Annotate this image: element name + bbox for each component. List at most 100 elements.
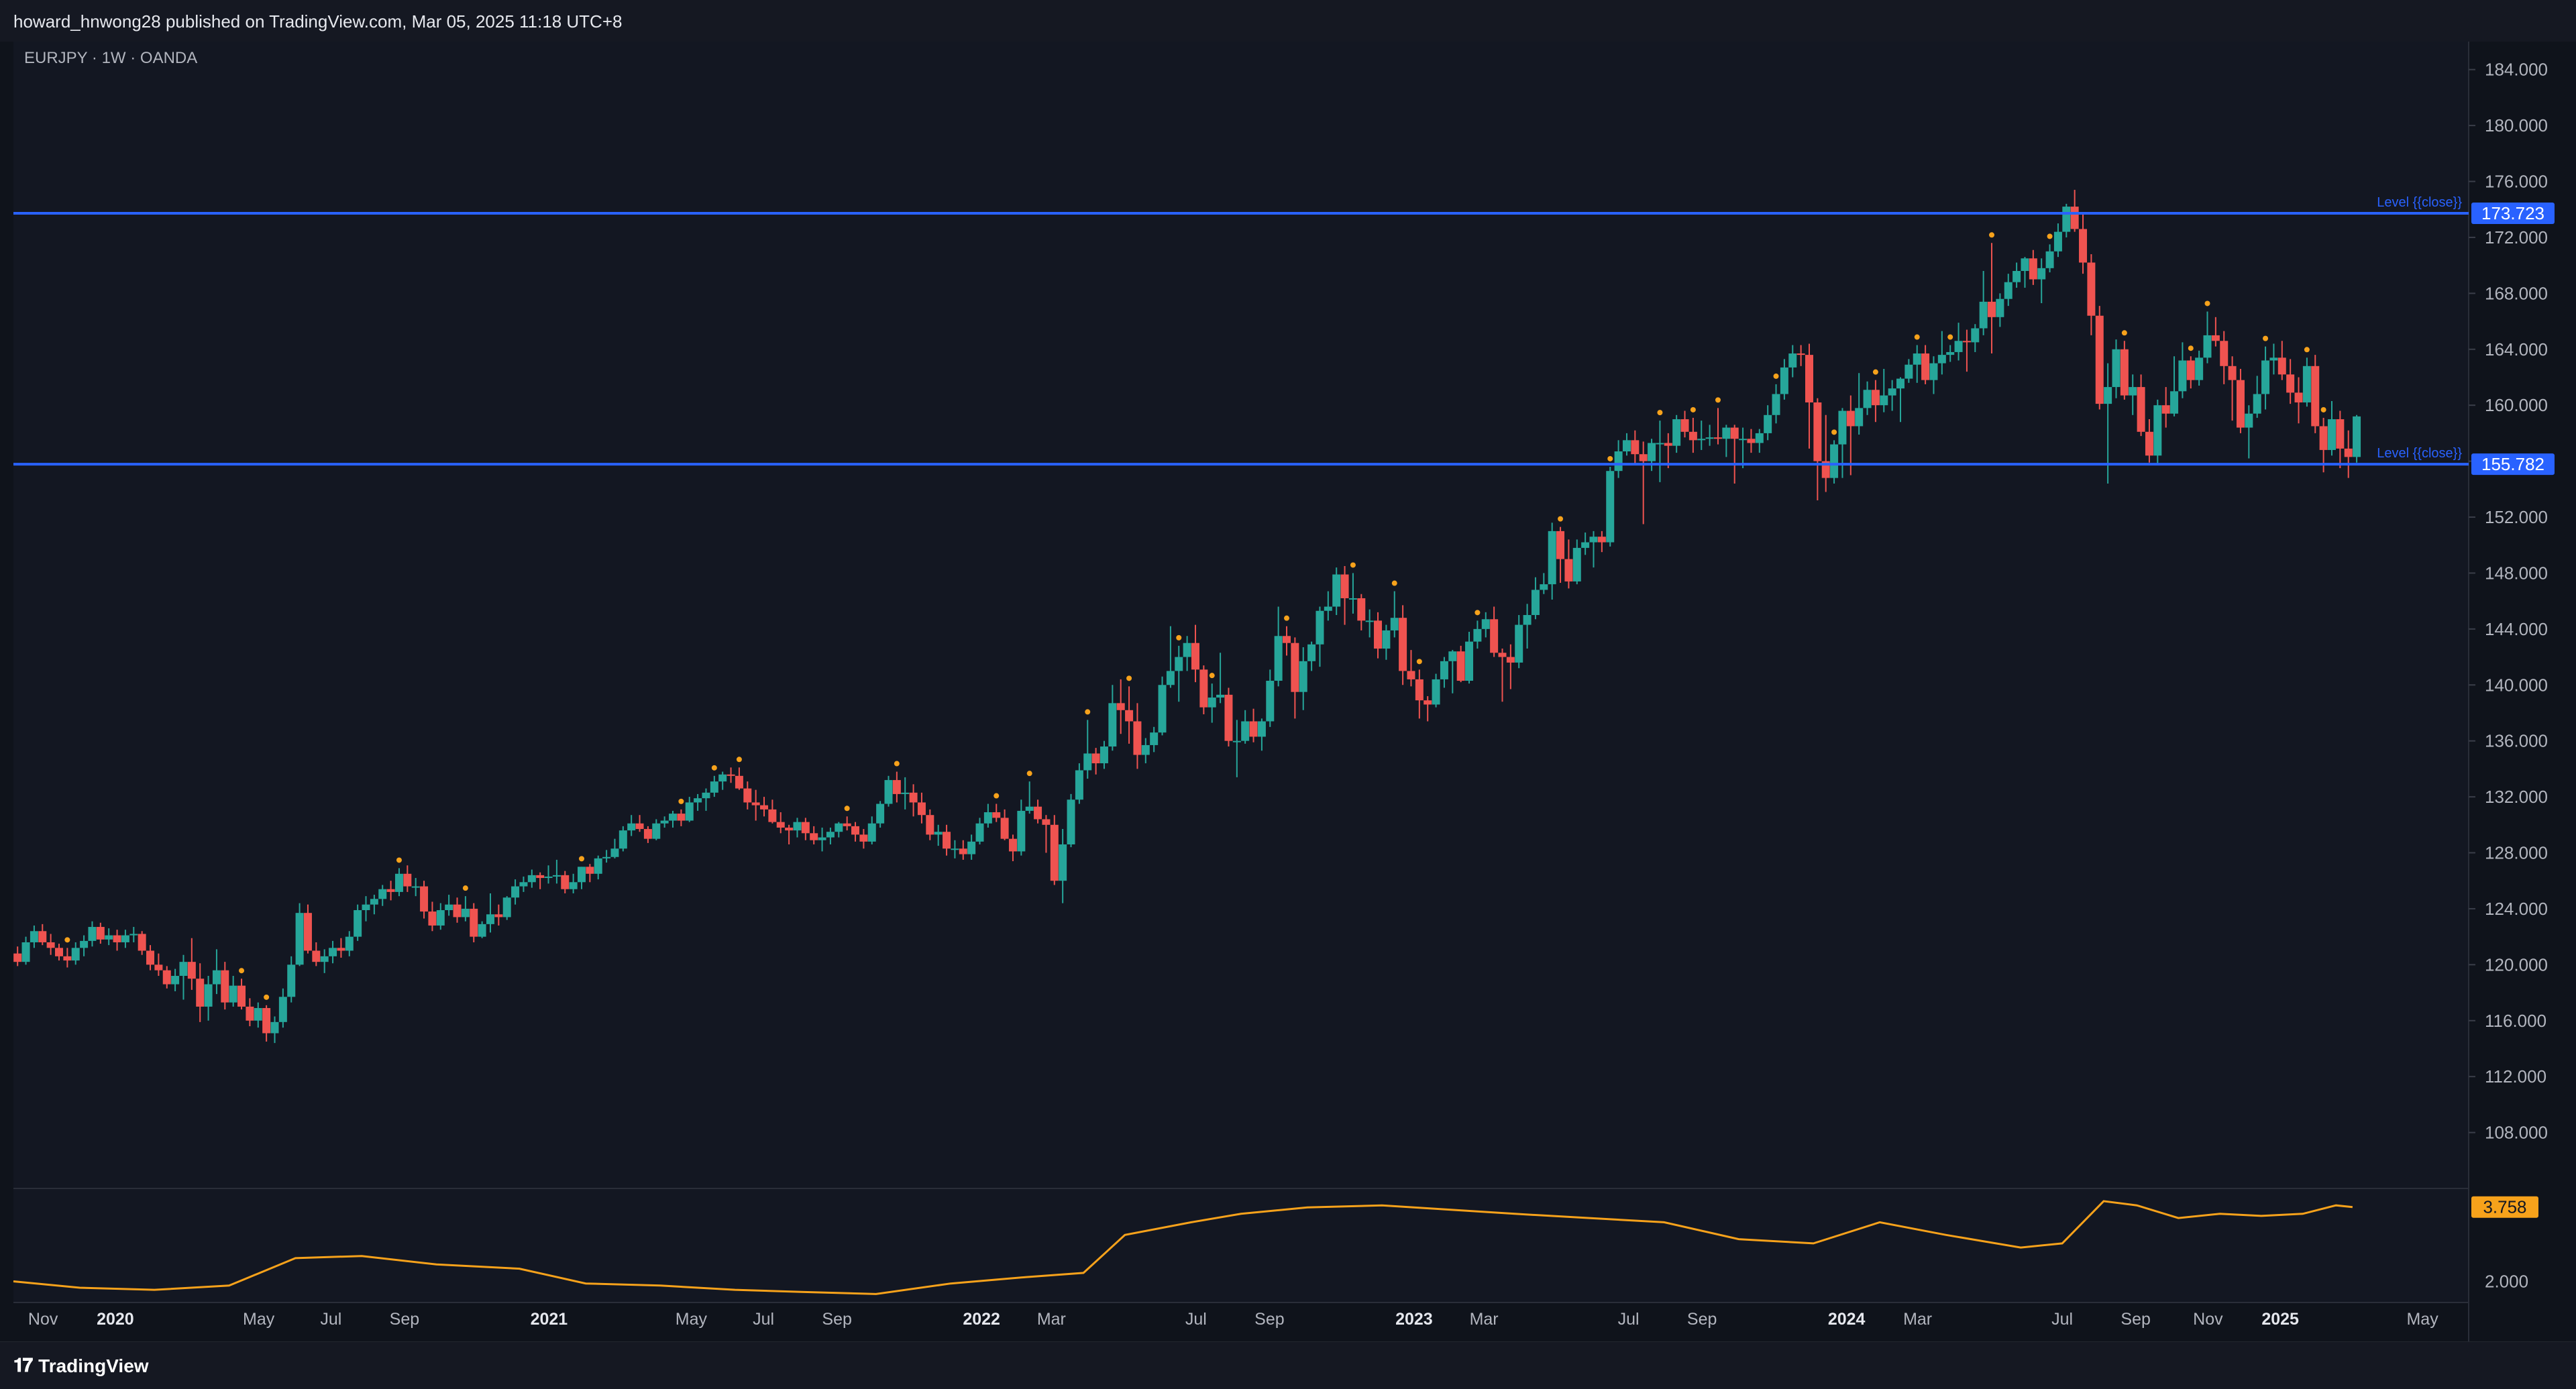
candle-body <box>461 908 470 918</box>
chart-area[interactable]: EURJPY · 1W · OANDA 108.000 112.000 116.000… <box>0 42 2576 1341</box>
candle-body <box>2344 448 2353 457</box>
candle-body <box>2079 229 2088 263</box>
candle-body <box>1913 353 1921 365</box>
candle-body <box>1365 620 1374 622</box>
signal-marker <box>2188 345 2194 351</box>
candle-body <box>511 886 520 898</box>
candle-body <box>519 882 528 887</box>
candle-body <box>146 950 155 965</box>
signal-marker <box>1607 455 1613 461</box>
footer: 𝟏𝟕 TradingView <box>0 1341 2576 1389</box>
candle-body <box>2302 366 2311 403</box>
time-tick-label: Sep <box>822 1310 851 1329</box>
candle-body <box>1481 619 1490 629</box>
candle-body <box>2236 380 2245 428</box>
candle-body <box>436 910 445 926</box>
candle-body <box>943 832 951 849</box>
signal-marker <box>1657 410 1663 416</box>
signal-marker <box>1209 673 1215 679</box>
time-tick-label: Mar <box>1903 1310 1932 1329</box>
price-tick-label: 120.000 <box>2485 954 2548 975</box>
candle-body <box>1125 710 1134 722</box>
price-tick-label: 180.000 <box>2485 115 2548 135</box>
candle-body <box>552 875 561 877</box>
candle-body <box>1996 298 2004 317</box>
candle-body <box>1971 328 1980 343</box>
candle-body <box>2120 349 2129 396</box>
candle-body <box>113 935 121 942</box>
candle-body <box>428 911 437 926</box>
candle-body <box>1340 574 1349 598</box>
candle-body <box>354 910 362 937</box>
signal-marker <box>1831 429 1837 435</box>
candle-body <box>1597 537 1606 543</box>
signal-marker <box>1176 634 1182 641</box>
time-tick-label: 2024 <box>1828 1310 1866 1329</box>
price-tick-label: 148.000 <box>2485 563 2548 583</box>
candle-body <box>394 873 403 892</box>
candle-body <box>1946 351 1955 355</box>
level-price-badge <box>2471 203 2555 225</box>
candle-body <box>1059 844 1067 881</box>
candle-body <box>1357 598 1366 621</box>
candle-body <box>835 823 843 832</box>
signal-marker <box>2047 233 2053 239</box>
time-tick-label: Jul <box>753 1310 774 1329</box>
signal-marker <box>2304 347 2310 353</box>
signal-marker <box>994 793 1000 799</box>
signal-marker <box>844 805 850 812</box>
candle-body <box>96 927 105 940</box>
candle-body <box>959 848 967 854</box>
candle-body <box>1664 443 1672 446</box>
candle-body <box>1680 419 1689 432</box>
candles-group <box>13 190 2361 1044</box>
signal-marker <box>2121 330 2127 336</box>
candle-body <box>121 935 129 942</box>
candle-body <box>1830 444 1839 478</box>
candle-body <box>1291 643 1299 692</box>
candle-body <box>2021 258 2029 271</box>
candle-body <box>1572 547 1581 581</box>
candle-body <box>1424 700 1432 705</box>
signal-marker <box>711 765 717 771</box>
level-label: Level {{close}} <box>2377 446 2462 461</box>
candle-body <box>2327 419 2336 450</box>
candle-body <box>1606 471 1615 543</box>
candle-body <box>527 875 536 883</box>
candle-body <box>30 931 38 942</box>
price-tick-label: 144.000 <box>2485 619 2548 639</box>
time-tick-label: Mar <box>1470 1310 1499 1329</box>
brand[interactable]: 𝟏𝟕 TradingView <box>13 1355 149 1377</box>
indicator-pane-background <box>13 1188 2469 1302</box>
signal-marker <box>1391 580 1397 586</box>
candle-body <box>13 953 22 962</box>
candle-body <box>2211 335 2220 341</box>
candle-body <box>1199 669 1208 708</box>
candle-body <box>751 802 760 805</box>
candle-body <box>303 913 312 951</box>
tradingview-logo-icon: 𝟏𝟕 <box>13 1355 33 1376</box>
candle-body <box>1316 610 1324 645</box>
candle-body <box>2170 391 2179 414</box>
time-tick-label: Jul <box>320 1310 341 1329</box>
candle-body <box>2294 392 2303 403</box>
time-tick-label: Jul <box>1618 1310 1640 1329</box>
candle-body <box>801 822 810 834</box>
candle-body <box>1962 341 1971 343</box>
candle-body <box>55 948 64 956</box>
candle-body <box>2145 431 2153 456</box>
candle-body <box>536 875 545 879</box>
candle-body <box>843 823 851 826</box>
candle-body <box>80 940 89 948</box>
candle-body <box>1564 559 1573 581</box>
price-chart[interactable]: EURJPY · 1W · OANDA 108.000 112.000 116.000… <box>0 42 2576 1341</box>
time-tick-label: May <box>676 1310 708 1329</box>
candle-body <box>1515 624 1523 663</box>
candle-body <box>1108 703 1117 747</box>
time-tick-label: 2023 <box>1395 1310 1433 1329</box>
candle-body <box>884 780 893 804</box>
candle-body <box>46 942 55 948</box>
candle-body <box>1697 439 1706 441</box>
candle-body <box>951 848 959 850</box>
candle-body <box>1904 364 1913 379</box>
